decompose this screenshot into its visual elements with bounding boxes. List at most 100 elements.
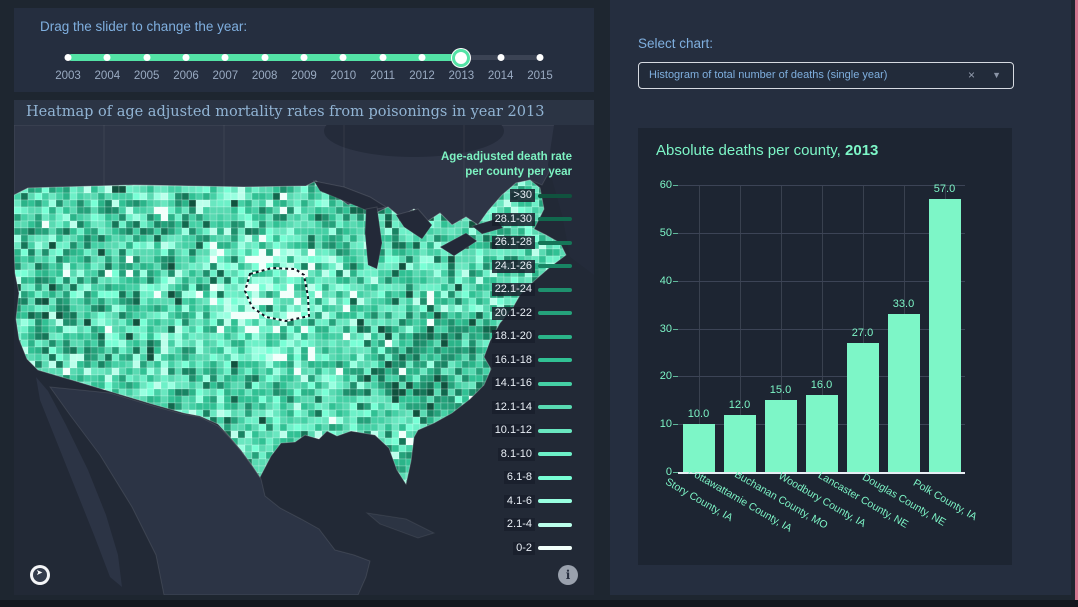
legend-rows: >30 28.1-30 26.1-28 24.1-26 22.1-24 20.1-22 18… [362, 189, 572, 555]
slider-stop[interactable] [379, 54, 387, 61]
legend-bin-label: 2.1-4 [503, 518, 535, 531]
year-tick-label[interactable]: 2008 [251, 70, 278, 82]
bar-value-label: 12.0 [728, 398, 751, 411]
legend-row: 8.1-10 [362, 447, 572, 461]
bar[interactable] [928, 199, 961, 472]
legend-row: 2.1-4 [362, 518, 572, 531]
year-slider[interactable] [64, 48, 544, 68]
map-title: Heatmap of age adjusted mortality rates … [26, 104, 545, 120]
h-gridline [678, 185, 965, 186]
legend-bin-swatch [538, 428, 572, 433]
year-tick-label[interactable]: 2014 [487, 70, 514, 82]
slider-stop[interactable] [536, 54, 544, 61]
mexico-landmass [48, 386, 371, 595]
bar[interactable] [846, 342, 879, 472]
slider-stop[interactable] [221, 54, 229, 61]
slider-stop[interactable] [103, 54, 111, 61]
legend-bin-label: 16.1-18 [491, 353, 535, 367]
slider-stop[interactable] [497, 54, 505, 61]
x-axis-line [678, 472, 965, 474]
year-tick-label[interactable]: 2006 [173, 70, 199, 82]
h-gridline [678, 232, 965, 234]
legend-bin-swatch [538, 475, 572, 480]
legend-row: 22.1-24 [362, 283, 572, 296]
slider-stop[interactable] [300, 54, 308, 61]
slider-stop[interactable] [143, 54, 151, 61]
slider-stop[interactable] [261, 54, 269, 61]
y-tick-label: 60 [659, 179, 672, 191]
legend-row: 18.1-20 [362, 330, 572, 343]
year-tick-label[interactable]: 2005 [133, 70, 160, 82]
county-mosaic[interactable] [14, 179, 594, 494]
legend-bin-swatch [538, 522, 572, 527]
legend-bin-label: 8.1-10 [497, 447, 535, 461]
hudson-bay [324, 125, 504, 157]
slider-year-labels[interactable]: 2003 2004 2005 2006 2007 2008 2009 2010 2011 2012… [55, 70, 553, 86]
slider-handle[interactable] [452, 49, 471, 67]
slider-stop[interactable] [182, 54, 190, 61]
year-tick-label[interactable]: 2010 [330, 70, 357, 82]
year-tick-label[interactable]: 2015 [527, 70, 553, 82]
legend-bin-label: 22.1-24 [491, 283, 535, 296]
legend-bin-label: 0-2 [513, 541, 535, 555]
legend-row: 28.1-30 [362, 212, 572, 226]
legend-row: 0-2 [362, 541, 572, 555]
slider-stop[interactable] [339, 54, 347, 61]
bar[interactable] [723, 414, 756, 472]
legend-row: 20.1-22 [362, 306, 572, 320]
h-gridline [678, 376, 965, 378]
bar[interactable] [682, 424, 715, 472]
year-tick-label[interactable]: 2009 [291, 70, 317, 82]
bar-value-label: 27.0 [851, 326, 874, 339]
clear-icon[interactable]: × [967, 68, 975, 82]
legend-row: 24.1-26 [362, 259, 572, 273]
bar-value-label: 57.0 [933, 183, 956, 196]
bar-chart-plot: 0 10 20 30 40 50 60 10.0 12.0 15.0 16.0 27.0 33.0 57.… [638, 128, 1012, 565]
y-tick-mark [673, 472, 678, 473]
year-tick-label[interactable]: 2004 [94, 70, 121, 82]
slider-label: Drag the slider to change the year: [40, 19, 248, 34]
legend-bin-label: 10.1-12 [491, 424, 535, 437]
info-icon[interactable]: i [558, 565, 578, 585]
slider-stop[interactable] [418, 54, 426, 61]
year-tick-label[interactable]: 2011 [370, 70, 396, 82]
y-tick-label: 10 [659, 418, 672, 431]
legend-bin-swatch [538, 358, 572, 362]
legend-title: Age-adjusted death rate per county per y… [441, 151, 572, 178]
cuba-island [365, 512, 436, 539]
h-gridline [678, 280, 965, 282]
legend-bin-swatch [538, 287, 572, 292]
legend-row: 16.1-18 [362, 353, 572, 367]
legend-bin-swatch [538, 499, 572, 503]
legend-row: 12.1-14 [362, 400, 572, 414]
dropdown-value: Histogram of total number of deaths (sin… [649, 69, 888, 81]
legend-bin-swatch [538, 264, 572, 268]
bar-value-label: 16.0 [810, 379, 833, 392]
chevron-down-icon[interactable]: ▼ [992, 70, 1001, 80]
us-outline [14, 179, 567, 486]
bar[interactable] [805, 395, 838, 472]
legend-bin-label: 12.1-14 [491, 400, 535, 414]
bar-chart-card: Absolute deaths per county, 2013 0 10 20 30… [638, 128, 1012, 565]
year-tick-label[interactable]: 2013 [448, 70, 475, 82]
atlantic-ocean [548, 125, 594, 275]
legend-bin-label: 4.1-6 [503, 494, 535, 508]
chart-select-dropdown[interactable]: Histogram of total number of deaths (sin… [638, 62, 1014, 89]
year-tick-label[interactable]: 2012 [409, 70, 435, 82]
year-tick-label[interactable]: 2003 [55, 70, 81, 82]
bar-value-label: 15.0 [769, 384, 792, 397]
legend-bin-label: 24.1-26 [491, 259, 535, 273]
slider-stop[interactable] [64, 54, 72, 61]
legend-bin-label: 6.1-8 [503, 471, 535, 484]
legend-bin-swatch [538, 217, 572, 221]
bar[interactable] [764, 400, 797, 472]
h-gridline [678, 328, 965, 330]
year-tick-label[interactable]: 2007 [212, 70, 239, 82]
legend-row: 6.1-8 [362, 471, 572, 484]
bar[interactable] [887, 314, 920, 472]
mapbox-logo-icon[interactable]: ➤ [30, 565, 50, 585]
map-title-bar: Heatmap of age adjusted mortality rates … [14, 100, 594, 126]
y-tick-mark [673, 424, 678, 426]
baja-peninsula [36, 377, 122, 587]
